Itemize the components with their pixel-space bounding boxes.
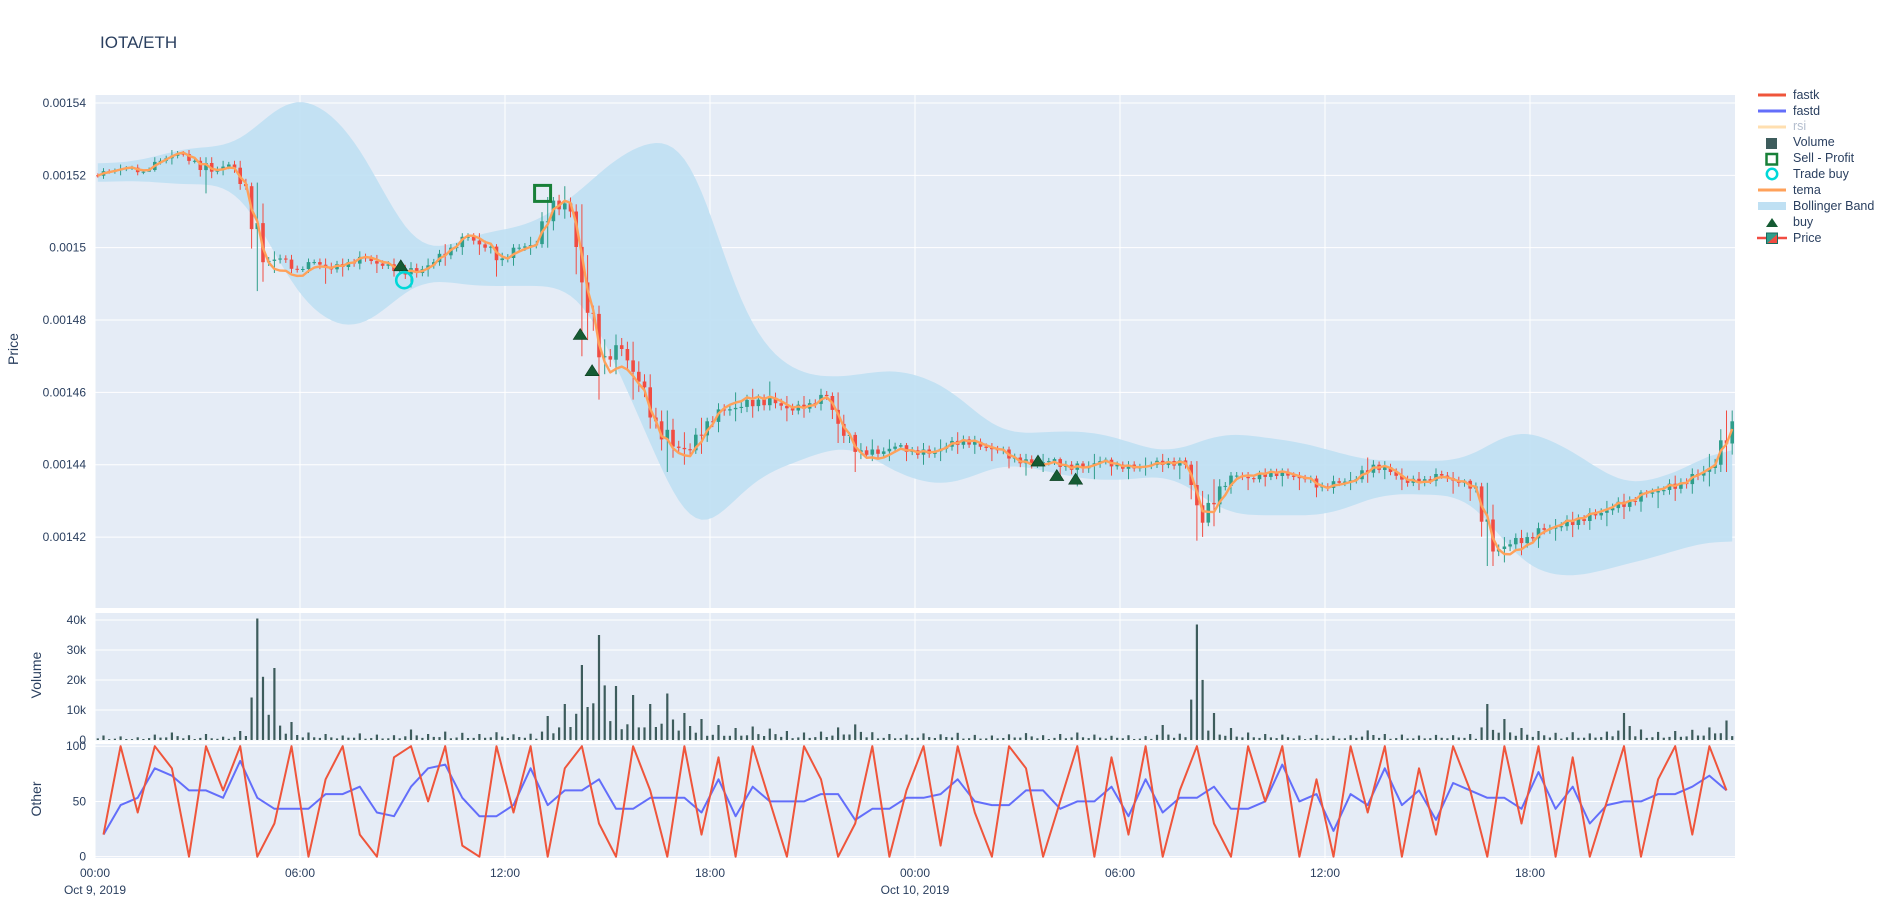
- volume-bars: [96, 618, 1734, 741]
- legend-item-tema[interactable]: tema: [1757, 182, 1874, 198]
- svg-text:0: 0: [79, 733, 86, 747]
- svg-text:0.00142: 0.00142: [43, 530, 87, 544]
- svg-text:Oct 9, 2019: Oct 9, 2019: [64, 883, 126, 897]
- volume-square-icon: [1757, 136, 1787, 150]
- svg-text:0: 0: [79, 850, 86, 864]
- svg-text:12:00: 12:00: [490, 866, 520, 880]
- svg-text:0.00146: 0.00146: [43, 385, 87, 399]
- svg-text:10k: 10k: [67, 703, 87, 717]
- svg-text:30k: 30k: [67, 643, 87, 657]
- legend-item-fastk[interactable]: fastk: [1757, 87, 1874, 103]
- svg-text:40k: 40k: [67, 613, 87, 627]
- buy-marker[interactable]: [572, 327, 588, 340]
- buy-triangle-icon: [1757, 215, 1787, 229]
- price-candle-icon: [1757, 231, 1787, 245]
- legend-item-trade-buy[interactable]: Trade buy: [1757, 166, 1874, 182]
- rsi-line-icon: [1757, 120, 1787, 134]
- legend-item-volume[interactable]: Volume: [1757, 135, 1874, 151]
- svg-text:0.00152: 0.00152: [43, 168, 87, 182]
- svg-text:06:00: 06:00: [1105, 866, 1135, 880]
- svg-text:0.00144: 0.00144: [43, 458, 87, 472]
- fastk-line: [102, 745, 1728, 858]
- tema-line: [97, 151, 1734, 556]
- sell-profit-square-icon: [1757, 152, 1787, 166]
- svg-text:12:00: 12:00: [1310, 866, 1340, 880]
- svg-text:00:00: 00:00: [900, 866, 930, 880]
- fastd-line-icon: [1757, 104, 1787, 118]
- svg-text:0.0015: 0.0015: [49, 241, 86, 255]
- volume-axis-title: Volume: [28, 651, 44, 699]
- trade-buy-circle-icon: [1757, 167, 1787, 181]
- svg-text:50: 50: [73, 794, 87, 808]
- svg-text:06:00: 06:00: [285, 866, 315, 880]
- legend-item-rsi[interactable]: rsi: [1757, 119, 1874, 135]
- price-axis-title: Price: [5, 333, 21, 365]
- other-axis-title: Other: [28, 781, 44, 817]
- svg-text:Oct 10, 2019: Oct 10, 2019: [881, 883, 950, 897]
- buy-marker[interactable]: [1049, 469, 1065, 481]
- sell-profit-marker[interactable]: [533, 183, 553, 203]
- bollinger-band-area: [97, 102, 1733, 576]
- bollinger-band-icon: [1757, 199, 1787, 213]
- fastk-line-icon: [1757, 88, 1787, 102]
- buy-marker[interactable]: [393, 259, 409, 272]
- svg-text:0.00148: 0.00148: [43, 313, 87, 327]
- svg-text:100: 100: [66, 739, 86, 753]
- legend-item-buy[interactable]: buy: [1757, 214, 1874, 230]
- fastd-line: [102, 759, 1728, 836]
- legend-item-bollinger-band[interactable]: Bollinger Band: [1757, 198, 1874, 214]
- tema-line-icon: [1757, 183, 1787, 197]
- svg-text:0.00154: 0.00154: [43, 96, 87, 110]
- legend-item-sell-profit[interactable]: Sell - Profit: [1757, 151, 1874, 167]
- chart-title: IOTA/ETH: [100, 33, 178, 52]
- buy-marker[interactable]: [584, 364, 600, 376]
- buy-marker[interactable]: [1030, 454, 1046, 467]
- legend-item-price[interactable]: Price: [1757, 230, 1874, 246]
- legend: fastk fastd rsi Volume Sell - Profit Tra…: [1757, 87, 1874, 246]
- legend-item-fastd[interactable]: fastd: [1757, 103, 1874, 119]
- svg-text:18:00: 18:00: [1515, 866, 1545, 880]
- svg-text:18:00: 18:00: [695, 866, 725, 880]
- buy-marker[interactable]: [1068, 472, 1084, 485]
- svg-text:20k: 20k: [67, 673, 87, 687]
- trade-buy-marker[interactable]: [394, 270, 414, 290]
- svg-text:00:00: 00:00: [80, 866, 110, 880]
